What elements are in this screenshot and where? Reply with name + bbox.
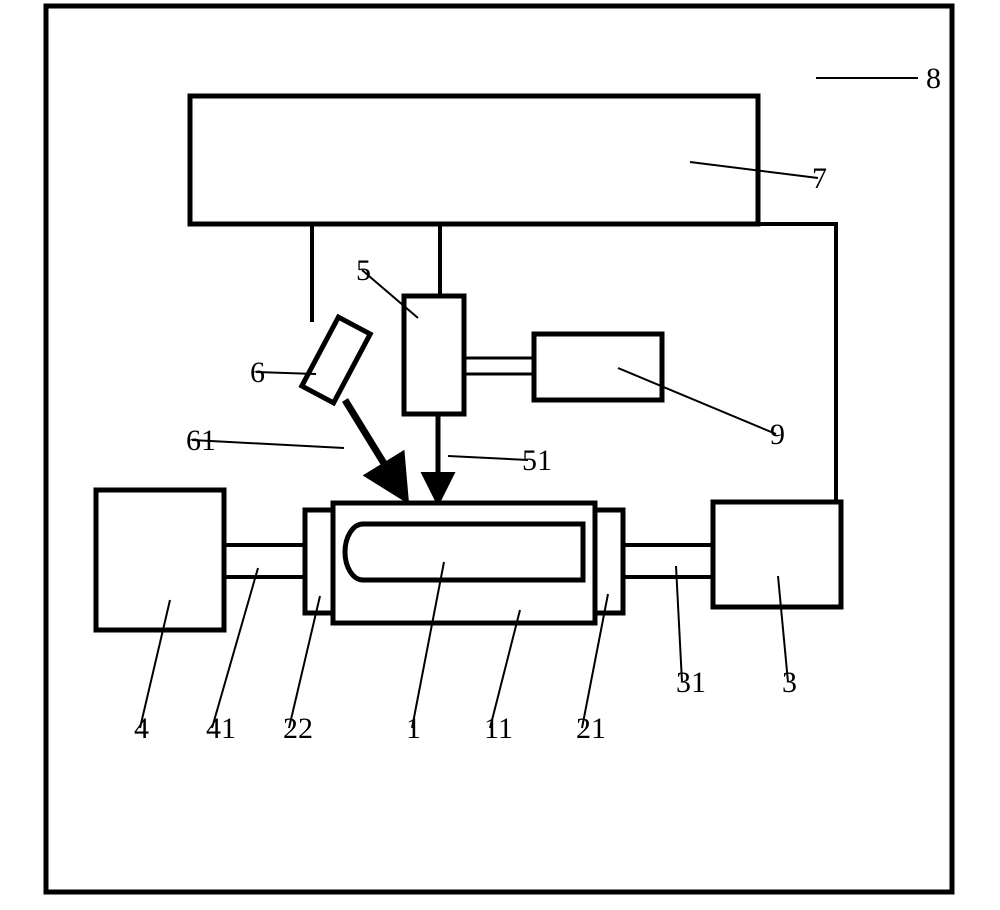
label-l51: 51 xyxy=(522,444,552,477)
label-l6: 6 xyxy=(250,356,265,389)
label-l1: 1 xyxy=(406,712,421,745)
label-l3: 3 xyxy=(782,666,797,699)
label-l21: 21 xyxy=(576,712,606,745)
label-l9: 9 xyxy=(770,418,785,451)
box-3 xyxy=(713,502,841,607)
label-l11: 11 xyxy=(484,712,513,745)
label-l8: 8 xyxy=(926,62,941,95)
box-1 xyxy=(345,524,583,580)
label-l61: 61 xyxy=(186,424,216,457)
box-4 xyxy=(96,490,224,630)
box-7 xyxy=(190,96,758,224)
diagram-canvas: 8756951613132111122414 xyxy=(0,0,1000,910)
box-9 xyxy=(534,334,662,400)
label-l41: 41 xyxy=(206,712,236,745)
chuck-21 xyxy=(595,510,623,613)
label-l5: 5 xyxy=(356,254,371,287)
label-l31: 31 xyxy=(676,666,706,699)
label-l4: 4 xyxy=(134,712,149,745)
label-l22: 22 xyxy=(283,712,313,745)
label-l7: 7 xyxy=(812,162,827,195)
